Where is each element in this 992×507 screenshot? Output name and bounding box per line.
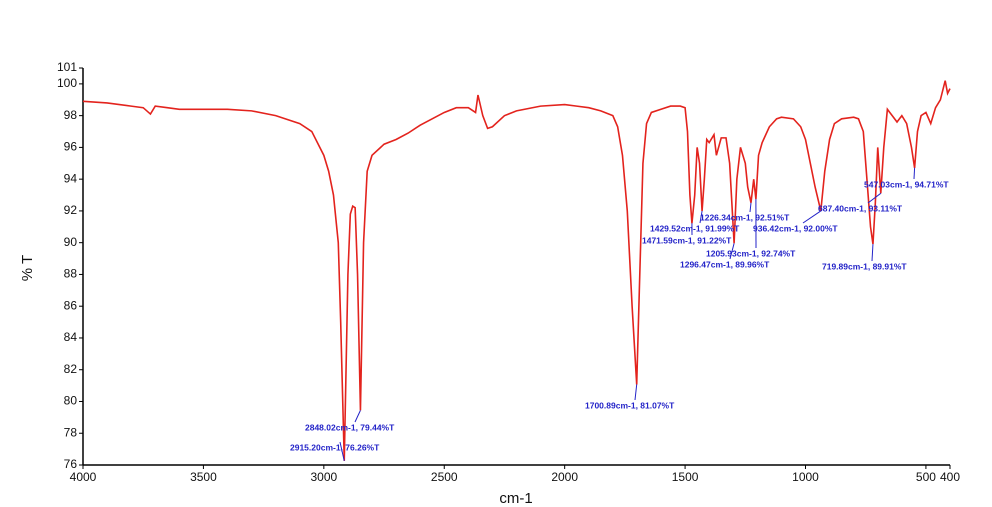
y-tick-label: 96 bbox=[64, 140, 78, 154]
y-tick-label: 100 bbox=[57, 76, 77, 90]
annotation: 719.89cm-1, 89.91%T bbox=[822, 261, 907, 271]
x-tick-label: 2500 bbox=[431, 470, 458, 484]
y-tick-label: 90 bbox=[64, 235, 78, 249]
x-tick-label: 1000 bbox=[792, 470, 819, 484]
annotation: 1700.89cm-1, 81.07%T bbox=[585, 400, 675, 410]
annotation: 547.03cm-1, 94.71%T bbox=[864, 179, 949, 189]
x-tick-label: 3500 bbox=[190, 470, 217, 484]
annotation-leader bbox=[354, 410, 361, 423]
annotation: 936.42cm-1, 92.00%T bbox=[753, 223, 838, 233]
annotation: 1226.34cm-1, 92.51%T bbox=[700, 212, 790, 222]
y-tick-label: 84 bbox=[64, 330, 78, 344]
x-tick-label: 500 bbox=[916, 470, 936, 484]
spectrum-line bbox=[82, 80, 951, 461]
x-tick-label: 1500 bbox=[672, 470, 699, 484]
y-tick-label: 80 bbox=[64, 394, 78, 408]
x-tick-label: 2000 bbox=[551, 470, 578, 484]
y-tick-label: 92 bbox=[64, 203, 78, 217]
annotation: 2848.02cm-1, 79.44%T bbox=[305, 422, 395, 432]
y-axis-label: % T bbox=[19, 255, 36, 281]
annotation-leader bbox=[802, 210, 822, 224]
annotation-leader bbox=[871, 244, 874, 262]
annotation: 1429.52cm-1, 91.99%T bbox=[650, 223, 740, 233]
annotation-leader bbox=[634, 384, 638, 401]
annotation-leader bbox=[913, 167, 916, 180]
x-tick-label: 4000 bbox=[70, 470, 97, 484]
annotation: 1296.47cm-1, 89.96%T bbox=[680, 259, 770, 269]
annotation: 1471.59cm-1, 91.22%T bbox=[642, 235, 732, 245]
x-tick-label: 3000 bbox=[310, 470, 337, 484]
y-tick-label: 86 bbox=[64, 298, 78, 312]
y-tick-label: 76 bbox=[64, 457, 78, 471]
annotation: 2915.20cm-1, 76.26%T bbox=[290, 442, 380, 452]
annotation-leader bbox=[749, 202, 752, 213]
annotation-leader bbox=[699, 210, 703, 224]
annotation: 687.40cm-1, 93.11%T bbox=[818, 203, 903, 213]
y-tick-label: 94 bbox=[64, 171, 78, 185]
annotation: 1205.93cm-1, 92.74%T bbox=[706, 248, 796, 258]
annotation-leader bbox=[867, 192, 882, 204]
annotation-leader bbox=[339, 441, 345, 461]
x-axis-label: cm-1 bbox=[499, 490, 532, 507]
x-tick-label: 400 bbox=[940, 470, 960, 484]
y-tick-label: 82 bbox=[64, 362, 78, 376]
y-tick-label: 98 bbox=[64, 108, 78, 122]
annotation-leader bbox=[729, 243, 735, 260]
y-tick-label: 78 bbox=[64, 425, 78, 439]
y-tick-label: 88 bbox=[64, 267, 78, 281]
y-tick-label: 101 bbox=[57, 60, 77, 74]
